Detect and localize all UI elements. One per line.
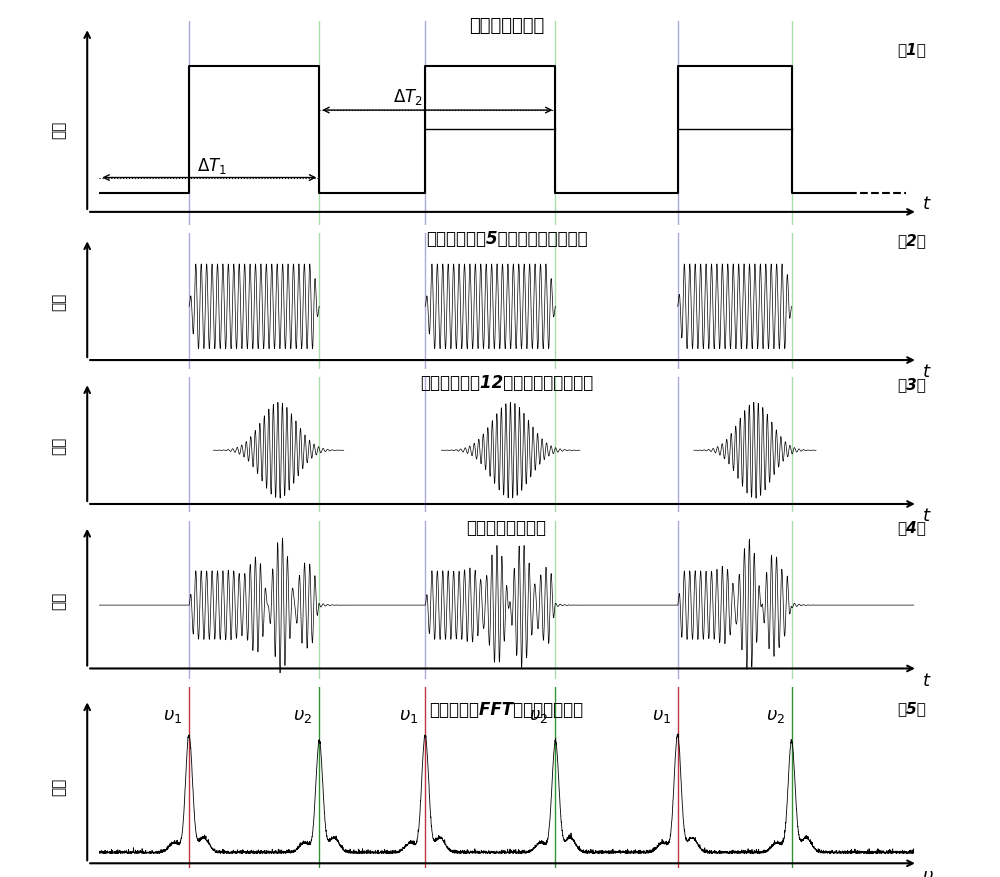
Text: $υ_2$: $υ_2$ [766, 708, 785, 724]
Text: $υ_1$: $υ_1$ [163, 708, 182, 724]
Text: 外差信号经FFT变换后的功率谱: 外差信号经FFT变换后的功率谱 [430, 700, 584, 718]
Text: $υ_2$: $υ_2$ [529, 708, 549, 724]
Text: （1）: （1） [897, 42, 926, 57]
Text: （4）: （4） [897, 519, 926, 535]
Text: 通过收发装置5收集获得的外差信号: 通过收发装置5收集获得的外差信号 [426, 230, 587, 247]
Text: $t$: $t$ [922, 506, 931, 524]
Text: 强度: 强度 [51, 292, 66, 310]
Text: 收集的总外差信号: 收集的总外差信号 [467, 519, 547, 537]
Text: $t$: $t$ [922, 195, 931, 213]
Text: $t$: $t$ [922, 672, 931, 689]
Text: （5）: （5） [897, 700, 926, 715]
Text: 强度: 强度 [51, 436, 66, 454]
Text: 功率: 功率 [51, 777, 66, 795]
Text: $\Delta T_2$: $\Delta T_2$ [393, 87, 422, 107]
Text: $t$: $t$ [922, 362, 931, 381]
Text: （3）: （3） [897, 376, 926, 391]
Text: $υ_1$: $υ_1$ [399, 708, 418, 724]
Text: $\Delta T_1$: $\Delta T_1$ [197, 156, 227, 175]
Text: $υ_1$: $υ_1$ [652, 708, 671, 724]
Text: $υ_2$: $υ_2$ [293, 708, 312, 724]
Text: $υ$: $υ$ [922, 866, 934, 877]
Text: 光开关驱动信号: 光开关驱动信号 [469, 17, 544, 34]
Text: 通过收发装置12收集获得的外差信号: 通过收发装置12收集获得的外差信号 [420, 374, 593, 391]
Text: （2）: （2） [897, 232, 926, 248]
Text: 电压: 电压 [51, 121, 66, 139]
Text: 强度: 强度 [51, 591, 66, 610]
